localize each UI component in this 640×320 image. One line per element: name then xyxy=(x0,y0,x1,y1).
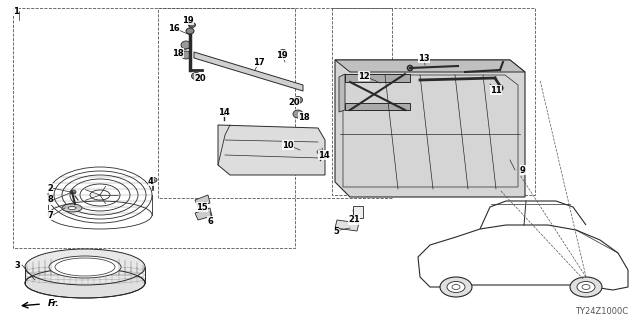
Text: 10: 10 xyxy=(282,140,294,149)
Text: 20: 20 xyxy=(194,74,205,83)
Ellipse shape xyxy=(280,50,287,54)
Text: 5: 5 xyxy=(333,228,339,236)
Polygon shape xyxy=(195,195,210,207)
Ellipse shape xyxy=(293,110,303,118)
Ellipse shape xyxy=(181,51,191,59)
Ellipse shape xyxy=(70,190,76,194)
Ellipse shape xyxy=(49,256,121,278)
Polygon shape xyxy=(335,60,525,72)
Ellipse shape xyxy=(181,41,191,49)
Ellipse shape xyxy=(294,97,303,103)
Text: 17: 17 xyxy=(253,58,264,67)
Polygon shape xyxy=(335,220,359,231)
Text: 7: 7 xyxy=(47,211,52,220)
Text: TY24Z1000C: TY24Z1000C xyxy=(575,308,628,316)
Polygon shape xyxy=(335,60,525,197)
Text: 4: 4 xyxy=(148,177,154,186)
Ellipse shape xyxy=(570,277,602,297)
Ellipse shape xyxy=(68,206,76,210)
Text: 2: 2 xyxy=(47,183,53,193)
Text: 6: 6 xyxy=(207,217,213,226)
Ellipse shape xyxy=(191,73,200,79)
FancyBboxPatch shape xyxy=(345,103,410,110)
Ellipse shape xyxy=(317,150,323,154)
Text: 12: 12 xyxy=(358,71,370,81)
Text: 19: 19 xyxy=(182,15,194,25)
Text: 1: 1 xyxy=(13,6,19,15)
Ellipse shape xyxy=(447,282,465,292)
Ellipse shape xyxy=(62,204,82,212)
Polygon shape xyxy=(194,52,303,91)
FancyBboxPatch shape xyxy=(345,74,410,82)
Text: 3: 3 xyxy=(14,260,20,269)
Polygon shape xyxy=(353,206,363,218)
Polygon shape xyxy=(218,125,325,175)
Text: 18: 18 xyxy=(298,113,310,122)
Text: 20: 20 xyxy=(288,98,300,107)
Text: 11: 11 xyxy=(490,85,502,94)
Ellipse shape xyxy=(221,108,227,112)
Text: 21: 21 xyxy=(348,215,360,225)
Ellipse shape xyxy=(186,28,194,34)
Text: 16: 16 xyxy=(168,23,180,33)
Ellipse shape xyxy=(440,277,472,297)
Text: 18: 18 xyxy=(172,49,184,58)
Ellipse shape xyxy=(577,282,595,292)
Text: 13: 13 xyxy=(418,53,429,62)
Text: 19: 19 xyxy=(276,51,287,60)
Polygon shape xyxy=(339,74,345,112)
Polygon shape xyxy=(195,208,212,220)
Text: 9: 9 xyxy=(520,165,525,174)
Text: 14: 14 xyxy=(318,150,330,159)
Ellipse shape xyxy=(25,249,145,285)
Text: 8: 8 xyxy=(47,196,52,204)
Ellipse shape xyxy=(189,22,195,28)
Ellipse shape xyxy=(25,268,145,298)
Text: 14: 14 xyxy=(218,108,230,116)
Text: Fr.: Fr. xyxy=(48,300,60,308)
Text: 15: 15 xyxy=(196,203,208,212)
Ellipse shape xyxy=(149,178,157,182)
